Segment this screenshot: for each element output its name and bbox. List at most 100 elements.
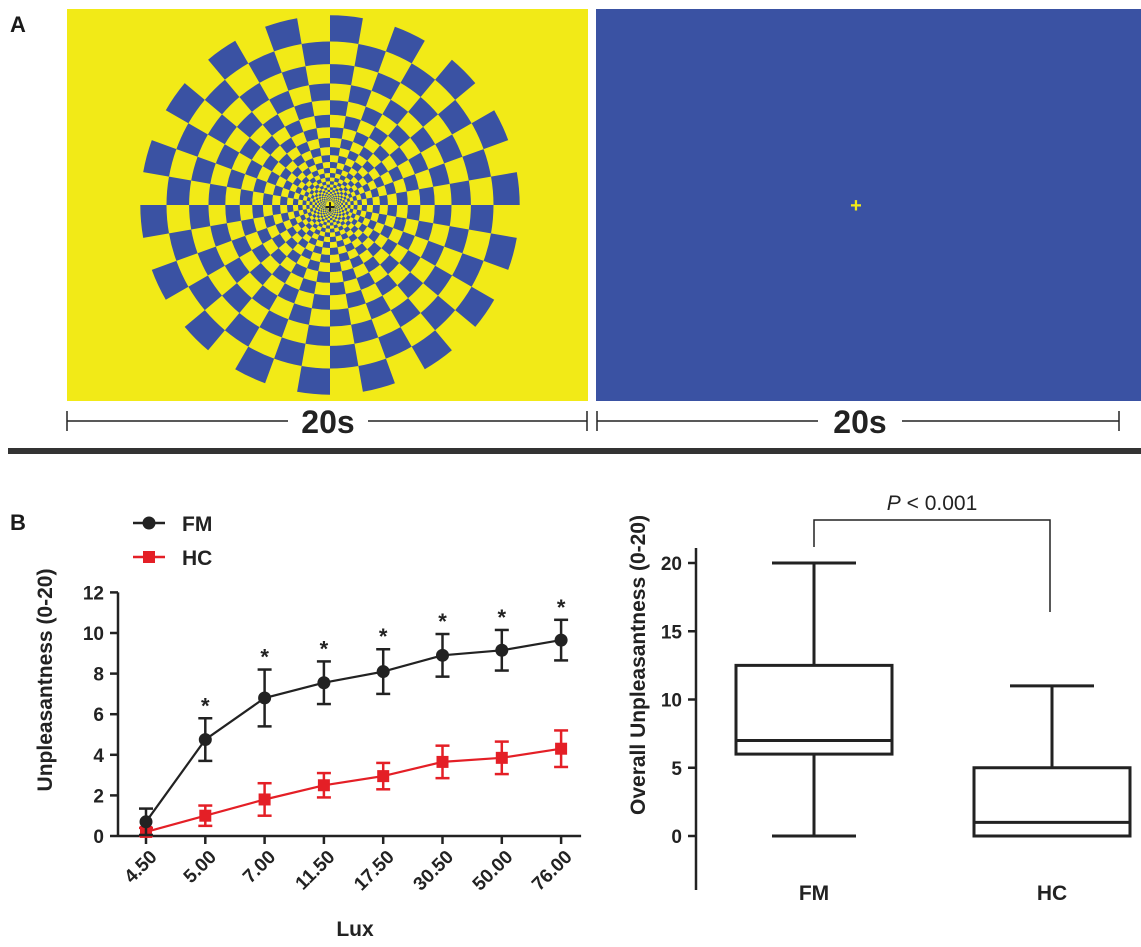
- checker-segment: [336, 191, 340, 195]
- checker-segment: [330, 281, 346, 296]
- checker-segment: [357, 215, 365, 224]
- checker-segment: [344, 207, 348, 211]
- checker-segment: [318, 189, 323, 194]
- panel-b-letter: B: [10, 510, 26, 535]
- checker-segment: [280, 196, 288, 205]
- line-chart-y-label: Unpleasantness (0-20): [34, 569, 57, 792]
- checker-segment: [298, 205, 303, 211]
- checker-segment: [418, 186, 435, 205]
- y-tick-label: 0: [671, 827, 682, 848]
- checker-segment: [143, 140, 177, 177]
- checker-segment: [330, 100, 349, 117]
- duration-label-left: 20s: [301, 404, 354, 440]
- panel-a-letter: A: [10, 12, 26, 37]
- checker-segment: [325, 197, 328, 199]
- checker-segment: [325, 201, 327, 203]
- checker-segment: [288, 303, 312, 325]
- checker-segment: [324, 205, 326, 206]
- checker-segment: [348, 85, 372, 107]
- checker-segment: [307, 212, 313, 217]
- checker-segment: [330, 198, 333, 200]
- checker-segment: [321, 218, 325, 222]
- checker-segment: [320, 227, 326, 233]
- data-point: [376, 665, 390, 679]
- checker-segment: [336, 220, 341, 225]
- checker-segment: [378, 327, 412, 359]
- checker-segment: [321, 181, 327, 186]
- checker-segment: [204, 79, 240, 115]
- checker-segment: [420, 295, 456, 331]
- checker-segment: [166, 176, 192, 205]
- x-tick-label: 4.50: [121, 847, 162, 888]
- checker-segment: [330, 147, 340, 156]
- checker-segment: [327, 189, 330, 193]
- data-point: [198, 733, 212, 747]
- checker-segment: [348, 233, 358, 243]
- checker-segment: [353, 189, 360, 196]
- checker-segment: [331, 212, 334, 215]
- checker-segment: [224, 313, 260, 347]
- checker-segment: [471, 110, 509, 150]
- checker-segment: [368, 126, 388, 146]
- checker-segment: [323, 167, 330, 174]
- checker-segment: [330, 195, 332, 197]
- checker-segment: [491, 172, 520, 205]
- checker-segment: [326, 220, 330, 223]
- series-hc: [139, 729, 569, 838]
- checker-segment: [350, 225, 359, 234]
- checker-segment: [321, 203, 323, 205]
- checker-segment: [334, 208, 337, 210]
- checker-segment: [353, 131, 369, 147]
- checker-segment: [335, 168, 343, 175]
- fixation-cross: +: [850, 195, 862, 217]
- checker-segment: [455, 286, 495, 327]
- checker-segment: [328, 213, 330, 215]
- checker-segment: [324, 232, 330, 237]
- checker-segment: [428, 163, 450, 187]
- checker-segment: [318, 222, 323, 228]
- checker-segment: [325, 208, 327, 210]
- checker-segment: [326, 199, 329, 201]
- checker-segment: [323, 205, 325, 208]
- checker-segment: [336, 207, 338, 210]
- checker-segment: [301, 176, 310, 185]
- checker-segment: [410, 126, 436, 153]
- checker-segment: [335, 199, 338, 202]
- checker-segment: [291, 166, 303, 178]
- checker-segment: [324, 187, 328, 191]
- checker-segment: [388, 124, 411, 147]
- checker-segment: [346, 198, 351, 202]
- checker-segment: [297, 237, 309, 249]
- checker-segment: [340, 207, 343, 210]
- checker-segment: [330, 208, 331, 210]
- checker-segment: [323, 200, 326, 202]
- y-tick-label: 15: [661, 622, 683, 643]
- y-tick-label: 12: [83, 583, 104, 604]
- checker-segment: [351, 161, 363, 173]
- checker-segment: [408, 152, 429, 175]
- checker-segment: [311, 170, 320, 178]
- line-chart: Unpleasantness (0-20) Lux 0 2 4 6 8 10 12 4.50 5…: [34, 513, 582, 941]
- checker-segment: [271, 233, 286, 249]
- checker-segment: [333, 205, 335, 206]
- checker-segment: [315, 197, 319, 201]
- checker-segment: [312, 205, 315, 209]
- checker-segment: [297, 221, 306, 229]
- checker-segment: [301, 248, 313, 260]
- checker-segment: [316, 271, 330, 283]
- checker-segment: [208, 40, 249, 80]
- x-tick-label: 50.00: [469, 847, 517, 895]
- checker-segment: [365, 295, 391, 320]
- checker-segment: [291, 263, 307, 279]
- checker-segment: [331, 209, 334, 211]
- checker-segment: [347, 180, 355, 188]
- data-point: [555, 742, 568, 755]
- checker-segment: [327, 200, 329, 202]
- checker-segment: [245, 159, 263, 179]
- checker-segment: [358, 223, 368, 233]
- checker-segment: [280, 137, 297, 154]
- checker-segment: [323, 203, 325, 205]
- checker-segment: [384, 182, 397, 195]
- box-fm: [734, 561, 894, 838]
- duration-label-right: 20s: [833, 404, 886, 440]
